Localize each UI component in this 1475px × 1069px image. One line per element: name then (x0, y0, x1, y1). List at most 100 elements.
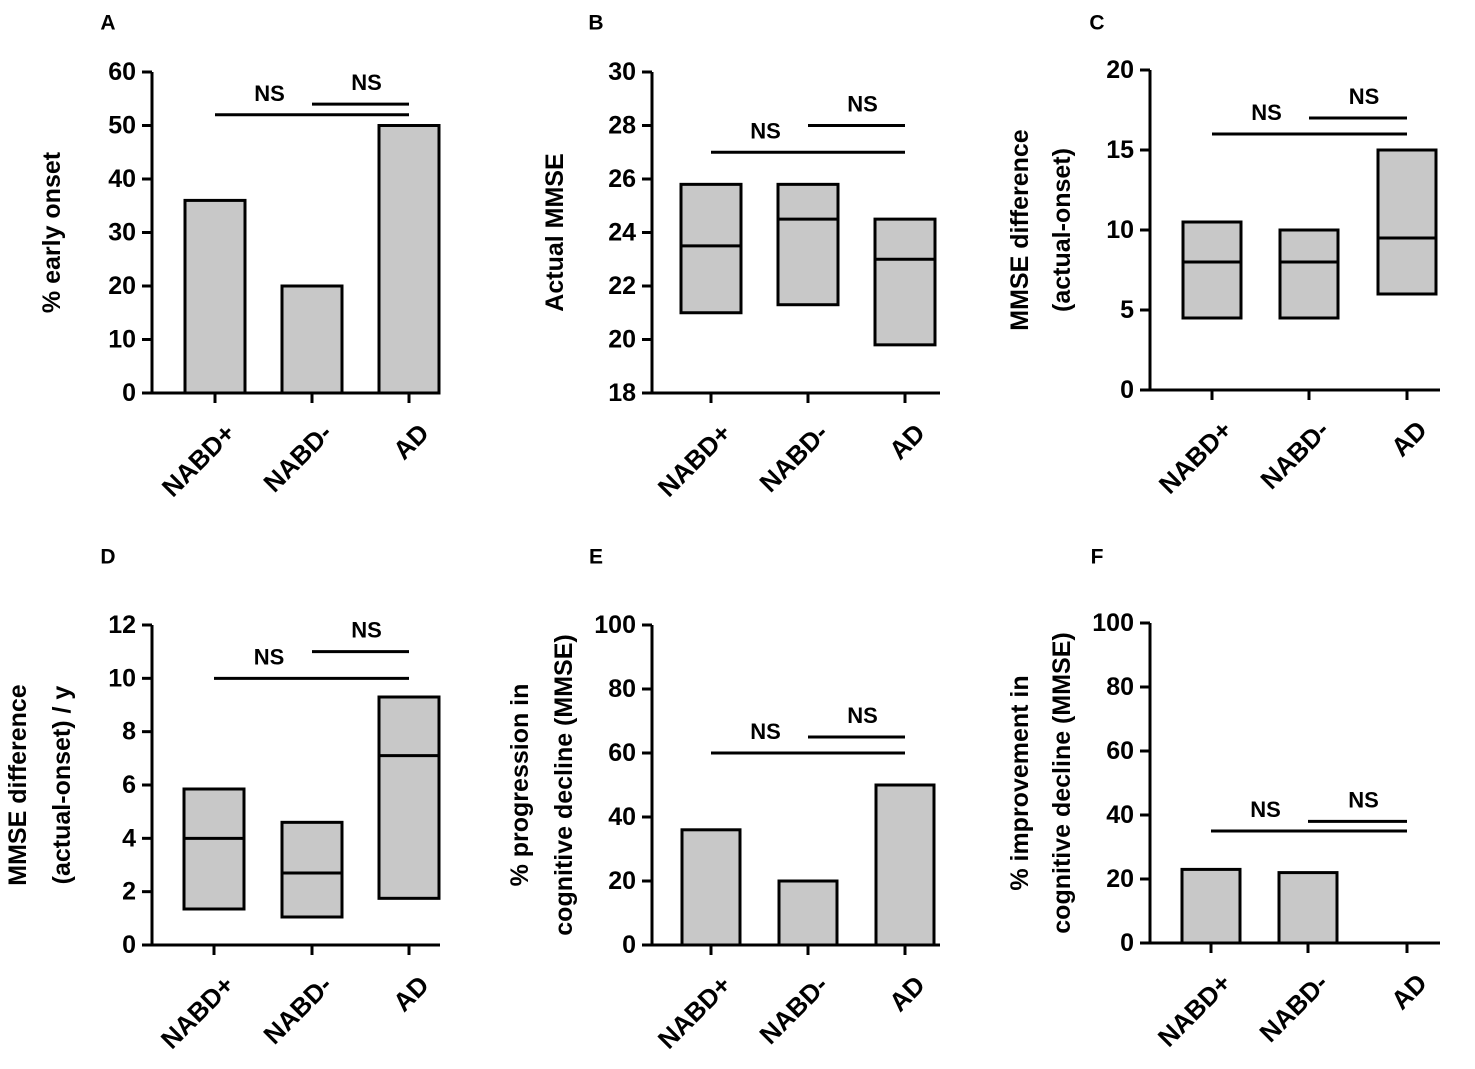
panel-a: A 0 10 20 30 40 50 60 NABD+ NABD- AD NS NS % early on… (38, 12, 441, 503)
panel-c-category-label: NABD- (1254, 415, 1334, 495)
panel-c-ytick-label: 10 (1106, 216, 1134, 244)
panel-c-comparison-label-1: NS (1349, 84, 1380, 109)
panel-f-ylabel: % improvement in (1006, 675, 1034, 890)
panel-e-ylabel: % progression in (506, 684, 534, 887)
panel-e-bar-2 (874, 783, 936, 947)
panel-e-letter: E (589, 546, 603, 569)
panel-c-ytick-label: 5 (1120, 296, 1134, 324)
panel-b-box-0 (679, 182, 743, 315)
panel-e-category-label: NABD- (753, 970, 833, 1050)
panel-c-comparison-label-0: NS (1251, 100, 1282, 125)
panel-d-letter: D (100, 546, 115, 569)
panel-b-category-label: NABD+ (652, 418, 737, 503)
panel-f-ytick-label: 20 (1106, 865, 1134, 893)
panel-a-ytick-label: 10 (108, 326, 136, 354)
panel-b-box-2 (873, 217, 937, 347)
panel-a-category-label: NABD- (257, 418, 337, 498)
panel-a-bar-1 (280, 284, 344, 395)
panel-a-ylabel: % early onset (38, 151, 66, 313)
panel-e-category-label: NABD+ (652, 970, 737, 1055)
panel-a-comparison-label-1: NS (351, 70, 382, 95)
panel-d-category-label: NABD+ (155, 970, 240, 1055)
panel-c-ytick-label: 20 (1106, 56, 1134, 84)
panel-e-ytick-label: 0 (622, 931, 636, 959)
panel-b-ytick-label: 18 (608, 379, 636, 407)
panel-f-ytick-label: 40 (1106, 801, 1134, 829)
panel-c-category-label: AD (1385, 415, 1433, 463)
panel-b-ytick-label: 28 (608, 112, 636, 140)
panel-d-category-label: NABD- (257, 970, 337, 1050)
panel-b-ytick-label: 22 (608, 272, 636, 300)
panel-a-category-label: NABD+ (156, 418, 241, 503)
panel-f: F 0 20 40 60 80 100 NABD+ NABD- AD NS NS % improveme… (1006, 546, 1440, 1053)
panel-a-ytick-label: 50 (108, 112, 136, 140)
panel-d: D 0 2 4 6 8 10 12 NABD+ NABD- AD NS NS MMSE differenc… (4, 546, 441, 1055)
panel-f-category-label: NABD- (1253, 968, 1333, 1048)
panel-d-box-1 (280, 820, 344, 919)
panel-a-bar-2 (377, 124, 441, 395)
panel-d-ytick-label: 8 (122, 718, 136, 746)
panel-e-bar-1 (777, 879, 839, 947)
panel-f-ytick-label: 80 (1106, 673, 1134, 701)
panel-e-ylabel: cognitive decline (MMSE) (550, 634, 578, 935)
panel-a-category-label: AD (387, 418, 435, 466)
panel-e-category-label: AD (883, 970, 931, 1018)
panel-b-ylabel: Actual MMSE (541, 153, 569, 311)
panel-e-ytick-label: 20 (608, 867, 636, 895)
panel-c-box-2 (1376, 148, 1438, 296)
panel-f-bar-0 (1180, 867, 1242, 945)
panel-b-ytick-label: 24 (608, 219, 636, 247)
panel-e-ytick-label: 40 (608, 803, 636, 831)
panel-a-ytick-label: 20 (108, 272, 136, 300)
panel-c-ytick-label: 0 (1120, 376, 1134, 404)
panel-f-category-label: NABD+ (1152, 968, 1237, 1053)
panel-c-box-1 (1278, 228, 1340, 320)
panel-b-ytick-label: 20 (608, 326, 636, 354)
panel-d-ytick-label: 0 (122, 931, 136, 959)
panel-b-box-1 (776, 182, 840, 307)
panel-f-comparison-label-1: NS (1348, 787, 1379, 812)
panel-d-comparison-label-1: NS (351, 618, 382, 643)
panel-d-ytick-label: 6 (122, 771, 136, 799)
panel-a-ytick-label: 40 (108, 165, 136, 193)
panel-d-ytick-label: 4 (122, 824, 136, 852)
panel-e-ytick-label: 80 (608, 675, 636, 703)
panel-a-bar-0 (183, 198, 247, 395)
panel-d-box-0 (182, 787, 246, 911)
panel-e: E 0 20 40 60 80 100 NABD+ NABD- AD NS NS % progressi… (506, 546, 940, 1055)
panel-f-ytick-label: 60 (1106, 737, 1134, 765)
panel-b-comparison-label-1: NS (847, 92, 878, 117)
panel-f-bar-1 (1277, 871, 1339, 945)
panel-e-comparison-label-0: NS (750, 719, 781, 744)
panel-c-ylabel: MMSE difference (1006, 129, 1034, 331)
panel-a-letter: A (100, 12, 115, 35)
panel-c: C 0 5 10 15 20 NABD+ NABD- AD NS NS MMSE difference… (1006, 12, 1440, 500)
panel-f-ylabel: cognitive decline (MMSE) (1048, 632, 1076, 933)
panel-d-ytick-label: 10 (108, 664, 136, 692)
panel-e-ytick-label: 100 (594, 611, 636, 639)
panel-c-ylabel: (actual-onset) (1048, 148, 1076, 312)
panel-f-letter: F (1091, 546, 1104, 569)
panel-b-letter: B (588, 12, 603, 35)
panel-a-comparison-label-0: NS (254, 81, 285, 106)
panel-f-comparison-label-0: NS (1250, 797, 1281, 822)
panel-b: B 18 20 22 24 26 28 30 NABD+ NABD- AD NS NS Actual MM… (541, 12, 940, 503)
panel-b-category-label: AD (883, 418, 931, 466)
panel-f-ytick-label: 0 (1120, 929, 1134, 957)
panel-b-comparison-label-0: NS (750, 118, 781, 143)
panel-c-category-label: NABD+ (1153, 415, 1238, 500)
panel-f-ytick-label: 100 (1092, 609, 1134, 637)
panel-e-bar-0 (680, 828, 742, 947)
panel-d-ylabel: (actual-onset) / y (48, 686, 76, 885)
panel-a-ytick-label: 30 (108, 219, 136, 247)
panel-a-ytick-label: 0 (122, 379, 136, 407)
panel-d-category-label: AD (387, 970, 435, 1018)
panel-e-comparison-label-1: NS (847, 703, 878, 728)
panel-d-ylabel: MMSE difference (4, 684, 32, 886)
panel-e-ytick-label: 60 (608, 739, 636, 767)
panel-d-ytick-label: 2 (122, 878, 136, 906)
panel-c-letter: C (1089, 12, 1104, 35)
panel-d-ytick-label: 12 (108, 611, 136, 639)
panel-b-ytick-label: 30 (608, 58, 636, 86)
